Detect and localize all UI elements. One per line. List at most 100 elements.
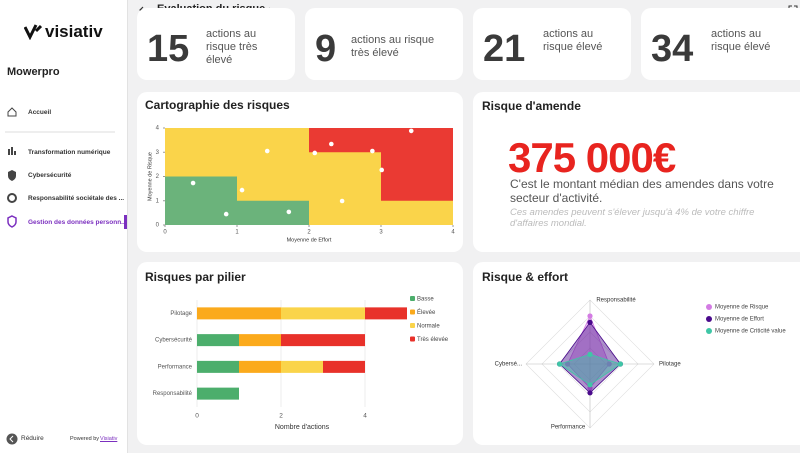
bar-segment xyxy=(281,334,365,347)
axis-label: Cybersé... xyxy=(495,362,523,368)
kpi-value: 34 xyxy=(651,28,694,70)
point xyxy=(379,167,385,173)
radar-point xyxy=(606,361,612,367)
nav-icons xyxy=(5,107,127,229)
bar-segment xyxy=(197,307,281,320)
bar-segment xyxy=(239,360,281,373)
y-tick-label: 1 xyxy=(156,198,160,204)
nav-item[interactable]: Gestion des données personn... xyxy=(28,219,127,226)
axis-label: Responsabilité xyxy=(596,298,636,304)
legend-swatch xyxy=(706,328,712,334)
y-tick-label: Cybersécurité xyxy=(155,338,193,344)
fine-title: Risque d'amende xyxy=(482,99,581,113)
bar-segment xyxy=(365,307,407,320)
sidebar: visiativ Mowerpro Accueil Transformation… xyxy=(0,0,128,453)
collapse-icon[interactable] xyxy=(6,433,18,445)
powered-link[interactable]: Visiativ xyxy=(100,436,118,442)
powered-by: Powered by xyxy=(70,436,100,442)
point xyxy=(329,141,334,147)
kpi-card xyxy=(305,8,463,80)
point xyxy=(408,128,414,134)
radar-point xyxy=(587,382,593,388)
legend-swatch xyxy=(706,304,712,310)
legend-swatch xyxy=(410,323,415,328)
kpi-value: 9 xyxy=(315,28,337,70)
legend-swatch xyxy=(706,316,712,322)
chart-card xyxy=(137,262,463,445)
y-tick-label: Performance xyxy=(158,364,193,370)
x-tick-label: 2 xyxy=(307,230,311,236)
legend-swatch xyxy=(410,336,415,342)
y-tick-label: Responsabilité xyxy=(153,391,193,397)
collapse[interactable]: Réduire xyxy=(21,435,44,442)
zone-low xyxy=(165,176,237,225)
chart-title: Risques par pilier xyxy=(145,270,246,284)
y-axis-label: Moyenne de Risque xyxy=(147,152,153,201)
x-tick-label: 1 xyxy=(235,230,239,236)
expand-icon[interactable] xyxy=(788,5,798,15)
point xyxy=(190,180,196,186)
logo-mark xyxy=(24,24,42,40)
nav-item[interactable]: Accueil xyxy=(28,109,52,116)
bar-segment xyxy=(197,387,239,400)
kpi-card xyxy=(137,8,295,80)
radar-point xyxy=(587,313,593,319)
y-tick-label: 3 xyxy=(156,150,160,156)
point xyxy=(339,198,345,204)
legend-label: Moyenne de Criticité value xyxy=(715,329,786,335)
zone-high xyxy=(381,128,453,201)
bar-segment xyxy=(197,360,239,373)
fine-text: C'est le montant médian des amendes dans… xyxy=(510,177,774,205)
kpi-card xyxy=(641,8,800,80)
legend-label: Normale xyxy=(417,324,440,330)
axis-label: Pilotage xyxy=(659,362,681,368)
y-tick-label: 0 xyxy=(156,223,160,229)
point xyxy=(264,148,270,154)
legend-label: Moyenne de Risque xyxy=(715,305,769,311)
x-tick-label: 2 xyxy=(279,413,283,420)
x-tick-label: 3 xyxy=(379,230,383,236)
radar-point xyxy=(587,351,593,357)
nav-item[interactable]: Cybersécurité xyxy=(28,172,72,179)
kpi-label: actions au risque très élevé xyxy=(206,28,258,66)
legend-label: Élevée xyxy=(417,309,436,316)
bar-segment xyxy=(239,334,281,347)
bar-segment xyxy=(197,334,239,347)
legend-label: Très élevée xyxy=(417,337,449,343)
radar-point xyxy=(587,390,593,396)
kpi-card xyxy=(473,8,631,80)
nav-item[interactable]: Responsabilité sociétale des ... xyxy=(28,195,125,202)
zone-high xyxy=(309,128,381,153)
x-tick-label: 0 xyxy=(163,230,167,236)
point xyxy=(239,187,245,193)
nav-item[interactable]: Transformation numérique xyxy=(28,149,111,156)
x-tick-label: 4 xyxy=(363,413,367,420)
chart-title: Cartographie des risques xyxy=(145,98,290,112)
kpi-label: actions au risque très élevé xyxy=(351,34,435,59)
axis-label: Performance xyxy=(551,425,586,431)
fine-note: Ces amendes peuvent s'élever jusqu'à 4% … xyxy=(510,207,755,229)
radar-point xyxy=(587,319,593,325)
radar-point xyxy=(557,361,563,367)
y-tick-label: Pilotage xyxy=(170,311,192,317)
y-tick-label: 4 xyxy=(156,126,160,132)
org-name: Mowerpro xyxy=(7,66,60,78)
bar-segment xyxy=(281,360,323,373)
fine-value: 375 000€ xyxy=(508,134,676,181)
kpi-value: 21 xyxy=(483,28,526,70)
zone-low xyxy=(237,200,309,225)
logo: visiativ xyxy=(45,22,103,41)
x-axis-label: Moyenne de Effort xyxy=(287,237,332,243)
kpi-label: actions au risque élevé xyxy=(711,28,771,53)
y-tick-label: 2 xyxy=(156,174,160,180)
legend-swatch xyxy=(410,296,415,301)
chart-title: Risque & effort xyxy=(482,270,568,284)
radar-point xyxy=(565,361,571,367)
x-tick-label: 0 xyxy=(195,413,199,420)
kpi-value: 15 xyxy=(147,28,190,70)
point xyxy=(223,211,229,217)
chart-card xyxy=(473,262,800,445)
bar-segment xyxy=(323,360,365,373)
